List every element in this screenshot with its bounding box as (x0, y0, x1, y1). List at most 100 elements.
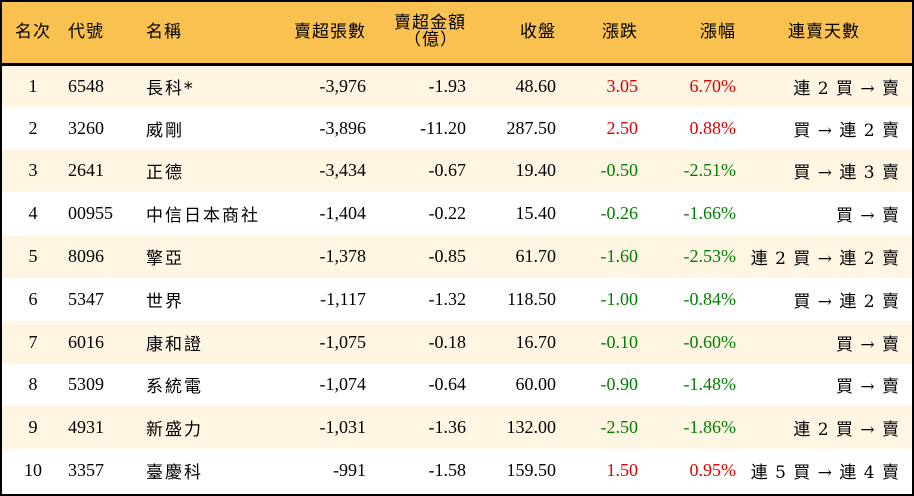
name-cell[interactable]: 威剛 (146, 120, 184, 141)
rank-cell: 4 (28, 203, 38, 224)
code-cell[interactable]: 5309 (68, 374, 104, 395)
change-cell: 2.50 (606, 117, 639, 138)
table-row[interactable]: 4 00955 中信日本商社 -1,404 -0.22 15.40 -0.26 … (2, 192, 912, 236)
change-cell: -0.26 (600, 203, 639, 224)
sell-volume-cell: -1,075 (319, 331, 367, 352)
name-cell[interactable]: 中信日本商社 (146, 206, 260, 227)
change-cell: 3.05 (606, 75, 639, 96)
table-row[interactable]: 7 6016 康和證 -1,075 -0.18 16.70 -0.10 -0.6… (2, 320, 912, 364)
sell-volume-cell: -1,404 (319, 203, 367, 224)
table-row[interactable]: 10 3357 臺慶科 -991 -1.58 159.50 1.50 0.95%… (2, 449, 912, 492)
name-cell[interactable]: 新盛力 (146, 420, 203, 441)
change-cell: -2.50 (600, 417, 639, 438)
change-pct-cell: 0.88% (689, 117, 737, 138)
code-cell[interactable]: 5347 (68, 288, 104, 309)
rank-cell: 3 (28, 160, 38, 181)
sell-volume-cell: -1,074 (319, 374, 367, 395)
change-pct-cell: -0.84% (683, 288, 737, 309)
sell-amount-cell: -1.36 (428, 417, 467, 438)
close-cell: 60.00 (515, 374, 557, 395)
table-header-row: 名次 代號 名稱 賣超張數 賣超金額 （億） 收盤 漲跌 漲幅 連賣天數 (2, 2, 912, 64)
streak-cell: 買 → 連 2 賣 (793, 120, 900, 141)
change-pct-cell: -2.51% (683, 160, 737, 181)
close-cell: 118.50 (507, 288, 556, 309)
header-change: 漲跌 (602, 21, 638, 42)
change-pct-cell: -1.66% (683, 203, 737, 224)
sell-amount-cell: -0.18 (428, 331, 467, 352)
streak-cell: 連 2 買 → 賣 (793, 78, 900, 99)
code-cell[interactable]: 6016 (68, 331, 104, 352)
sell-amount-cell: -0.85 (428, 246, 467, 267)
rank-cell: 6 (28, 288, 38, 309)
sell-amount-cell: -0.64 (428, 374, 467, 395)
change-cell: -1.00 (600, 288, 639, 309)
name-cell[interactable]: 擎亞 (146, 249, 184, 270)
change-pct-cell: -1.48% (683, 374, 737, 395)
header-code: 代號 (68, 21, 104, 42)
close-cell: 132.00 (506, 417, 557, 438)
change-cell: -1.60 (600, 246, 639, 267)
rank-cell: 1 (28, 75, 38, 96)
change-pct-cell: 0.95% (689, 460, 737, 481)
code-cell[interactable]: 00955 (68, 203, 113, 224)
change-cell: 1.50 (606, 460, 639, 481)
sell-amount-cell: -1.32 (428, 288, 467, 309)
header-streak: 連賣天數 (788, 21, 860, 42)
sell-volume-cell: -3,434 (319, 160, 367, 181)
table-row[interactable]: 1 6548 長科* -3,976 -1.93 48.60 3.05 6.70%… (2, 64, 912, 107)
header-rank: 名次 (15, 21, 51, 42)
sell-amount-cell: -1.58 (428, 460, 467, 481)
table-row[interactable]: 5 8096 擎亞 -1,378 -0.85 61.70 -1.60 -2.53… (2, 235, 912, 278)
code-cell[interactable]: 2641 (68, 160, 104, 181)
close-cell: 61.70 (515, 246, 557, 267)
sell-volume-cell: -1,117 (320, 288, 366, 309)
streak-cell: 買 → 賣 (835, 334, 900, 355)
rank-cell: 10 (24, 460, 42, 481)
header-sell-amount: 賣超金額 （億） (366, 2, 466, 64)
code-cell[interactable]: 8096 (68, 246, 104, 267)
close-cell: 48.60 (515, 75, 557, 96)
sell-volume-cell: -3,896 (319, 117, 367, 138)
name-cell[interactable]: 康和證 (146, 334, 203, 355)
header-change-pct: 漲幅 (700, 21, 736, 42)
code-cell[interactable]: 3357 (68, 460, 104, 481)
name-cell[interactable]: 正德 (146, 163, 184, 184)
header-sell-amount-line1: 賣超金額 (394, 13, 466, 34)
sell-amount-cell: -0.22 (428, 203, 467, 224)
name-cell[interactable]: 長科* (146, 78, 195, 99)
sell-amount-cell: -11.20 (420, 117, 466, 138)
close-cell: 159.50 (506, 460, 557, 481)
rank-cell: 8 (28, 374, 38, 395)
streak-cell: 買 → 連 2 賣 (793, 291, 900, 312)
close-cell: 16.70 (515, 331, 557, 352)
name-cell[interactable]: 臺慶科 (146, 463, 203, 484)
table-row[interactable]: 2 3260 威剛 -3,896 -11.20 287.50 2.50 0.88… (2, 106, 912, 150)
change-cell: -0.10 (600, 331, 639, 352)
streak-cell: 買 → 連 3 賣 (793, 163, 900, 184)
change-pct-cell: -0.60% (683, 331, 737, 352)
code-cell[interactable]: 4931 (68, 417, 104, 438)
table-row[interactable]: 8 5309 系統電 -1,074 -0.64 60.00 -0.90 -1.4… (2, 363, 912, 407)
code-cell[interactable]: 3260 (68, 117, 104, 138)
name-cell[interactable]: 系統電 (146, 377, 203, 398)
change-cell: -0.90 (600, 374, 639, 395)
sell-volume-cell: -1,378 (319, 246, 367, 267)
rank-cell: 2 (28, 117, 38, 138)
table-row[interactable]: 3 2641 正德 -3,434 -0.67 19.40 -0.50 -2.51… (2, 149, 912, 193)
rank-cell: 9 (28, 417, 38, 438)
table-row[interactable]: 9 4931 新盛力 -1,031 -1.36 132.00 -2.50 -1.… (2, 406, 912, 450)
sell-amount-cell: -0.67 (428, 160, 467, 181)
change-cell: -0.50 (600, 160, 639, 181)
sell-volume-cell: -3,976 (319, 75, 367, 96)
change-pct-cell: -1.86% (683, 417, 737, 438)
code-cell[interactable]: 6548 (68, 75, 104, 96)
header-sell-amount-line2: （億） (404, 30, 458, 51)
table-row[interactable]: 6 5347 世界 -1,117 -1.32 118.50 -1.00 -0.8… (2, 277, 912, 321)
streak-cell: 連 2 買 → 賣 (793, 420, 900, 441)
header-name: 名稱 (146, 21, 182, 42)
name-cell[interactable]: 世界 (146, 291, 184, 312)
close-cell: 19.40 (515, 160, 557, 181)
streak-cell: 買 → 賣 (835, 377, 900, 398)
